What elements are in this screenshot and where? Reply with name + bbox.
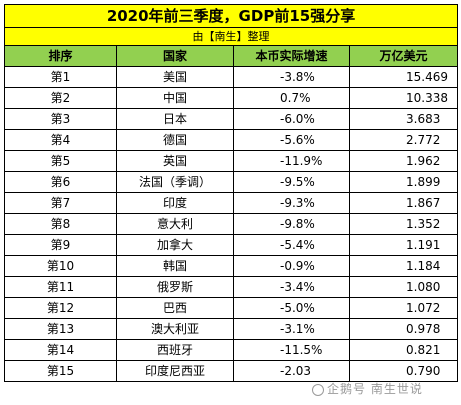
gdp-table: 2020年前三季度，GDP前15强分享 由【南生】整理 排序 国家 本币实际增速… xyxy=(3,4,459,382)
growth-cell: -3.1% xyxy=(233,318,350,340)
country-cell: 印度 xyxy=(116,192,234,214)
column-header-gdp: 万亿美元 xyxy=(348,45,459,67)
growth-cell: -3.8% xyxy=(233,66,350,88)
rank-cell: 第13 xyxy=(4,318,117,340)
watermark: 企鹅号 南生世说 xyxy=(312,380,423,397)
growth-cell: 0.7% xyxy=(233,87,350,109)
growth-cell: -9.5% xyxy=(233,171,350,193)
growth-cell: -6.0% xyxy=(233,108,350,130)
column-header-country: 国家 xyxy=(116,45,234,67)
growth-cell: -9.3% xyxy=(233,192,350,214)
gdp-cell: 1.962 xyxy=(348,150,459,172)
rank-cell: 第14 xyxy=(4,339,117,361)
growth-cell: -11.9% xyxy=(233,150,350,172)
table-row: 第13 澳大利亚 -3.1% 0.978 xyxy=(4,318,459,340)
rank-cell: 第6 xyxy=(4,171,117,193)
gdp-cell: 1.072 xyxy=(348,297,459,319)
gdp-cell: 0.821 xyxy=(348,339,459,361)
rank-cell: 第5 xyxy=(4,150,117,172)
country-cell: 意大利 xyxy=(116,213,234,235)
country-cell: 加拿大 xyxy=(116,234,234,256)
country-cell: 德国 xyxy=(116,129,234,151)
penguin-icon xyxy=(312,383,324,396)
table-row: 第2 中国 0.7% 10.338 xyxy=(4,87,459,109)
table-row: 第14 西班牙 -11.5% 0.821 xyxy=(4,339,459,361)
gdp-cell: 1.184 xyxy=(348,255,459,277)
country-cell: 韩国 xyxy=(116,255,234,277)
rank-cell: 第7 xyxy=(4,192,117,214)
gdp-cell: 1.191 xyxy=(348,234,459,256)
column-header-growth: 本币实际增速 xyxy=(233,45,350,67)
country-cell: 澳大利亚 xyxy=(116,318,234,340)
column-header-rank: 排序 xyxy=(4,45,117,67)
table-credit: 由【南生】整理 xyxy=(3,27,459,46)
rank-cell: 第4 xyxy=(4,129,117,151)
gdp-table-container: 2020年前三季度，GDP前15强分享 由【南生】整理 排序 国家 本币实际增速… xyxy=(3,4,459,382)
country-cell: 英国 xyxy=(116,150,234,172)
gdp-cell: 1.867 xyxy=(348,192,459,214)
table-row: 第5 英国 -11.9% 1.962 xyxy=(4,150,459,172)
table-row: 第4 德国 -5.6% 2.772 xyxy=(4,129,459,151)
growth-cell: -0.9% xyxy=(233,255,350,277)
rank-cell: 第1 xyxy=(4,66,117,88)
table-row: 第12 巴西 -5.0% 1.072 xyxy=(4,297,459,319)
header-row: 排序 国家 本币实际增速 万亿美元 xyxy=(4,45,459,67)
table-row: 第7 印度 -9.3% 1.867 xyxy=(4,192,459,214)
gdp-cell: 1.899 xyxy=(348,171,459,193)
country-cell: 法国（季调） xyxy=(116,171,234,193)
gdp-cell: 1.352 xyxy=(348,213,459,235)
growth-cell: -2.03 xyxy=(233,360,350,382)
country-cell: 印度尼西亚 xyxy=(116,360,234,382)
country-cell: 美国 xyxy=(116,66,234,88)
country-cell: 日本 xyxy=(116,108,234,130)
gdp-cell: 0.978 xyxy=(348,318,459,340)
growth-cell: -9.8% xyxy=(233,213,350,235)
rank-cell: 第10 xyxy=(4,255,117,277)
watermark-text: 企鹅号 南生世说 xyxy=(327,382,423,396)
table-row: 第6 法国（季调） -9.5% 1.899 xyxy=(4,171,459,193)
rank-cell: 第12 xyxy=(4,297,117,319)
table-row: 第8 意大利 -9.8% 1.352 xyxy=(4,213,459,235)
growth-cell: -5.0% xyxy=(233,297,350,319)
gdp-cell: 0.790 xyxy=(348,360,459,382)
table-row: 第10 韩国 -0.9% 1.184 xyxy=(4,255,459,277)
rank-cell: 第11 xyxy=(4,276,117,298)
gdp-cell: 15.469 xyxy=(348,66,459,88)
table-row: 第1 美国 -3.8% 15.469 xyxy=(4,66,459,88)
table-row: 第3 日本 -6.0% 3.683 xyxy=(4,108,459,130)
growth-cell: -11.5% xyxy=(233,339,350,361)
growth-cell: -3.4% xyxy=(233,276,350,298)
table-row: 第11 俄罗斯 -3.4% 1.080 xyxy=(4,276,459,298)
gdp-cell: 3.683 xyxy=(348,108,459,130)
rank-cell: 第2 xyxy=(4,87,117,109)
table-row: 第15 印度尼西亚 -2.03 0.790 xyxy=(4,360,459,382)
table-title: 2020年前三季度，GDP前15强分享 xyxy=(3,4,459,28)
gdp-cell: 1.080 xyxy=(348,276,459,298)
country-cell: 巴西 xyxy=(116,297,234,319)
rank-cell: 第15 xyxy=(4,360,117,382)
rank-cell: 第9 xyxy=(4,234,117,256)
rank-cell: 第8 xyxy=(4,213,117,235)
rank-cell: 第3 xyxy=(4,108,117,130)
table-row: 第9 加拿大 -5.4% 1.191 xyxy=(4,234,459,256)
country-cell: 中国 xyxy=(116,87,234,109)
country-cell: 西班牙 xyxy=(116,339,234,361)
gdp-cell: 10.338 xyxy=(348,87,459,109)
country-cell: 俄罗斯 xyxy=(116,276,234,298)
growth-cell: -5.6% xyxy=(233,129,350,151)
gdp-cell: 2.772 xyxy=(348,129,459,151)
growth-cell: -5.4% xyxy=(233,234,350,256)
